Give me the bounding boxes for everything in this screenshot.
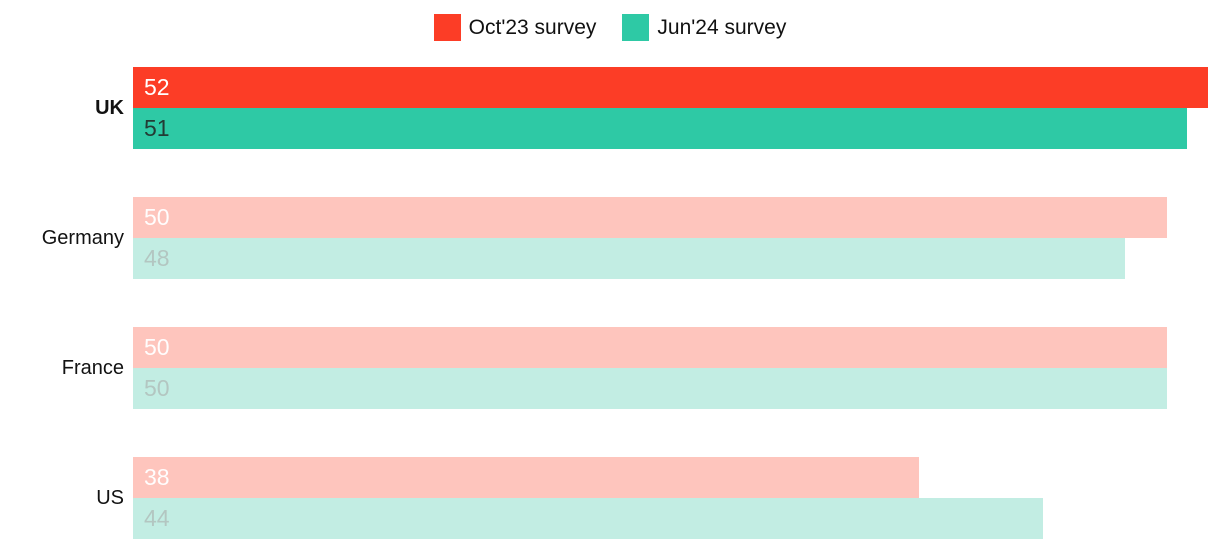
value-label: 50 (144, 334, 170, 360)
bar-uk-series-1: 51 (133, 108, 1187, 149)
bar-uk-series-0: 52 (133, 67, 1208, 108)
value-label: 48 (144, 245, 170, 271)
bar-us-series-1: 44 (133, 498, 1043, 539)
bar-group-us: 38 44 (133, 457, 1220, 539)
bar-germany-series-1: 48 (133, 238, 1125, 279)
chart-row-uk: UK 52 51 (0, 67, 1220, 149)
value-label: 51 (144, 115, 170, 141)
value-label: 50 (144, 204, 170, 230)
value-label: 50 (144, 375, 170, 401)
chart-row-france: France 50 50 (0, 327, 1220, 409)
chart-rows: UK 52 51 Germany 50 48 France 50 50 US 38 44 (0, 67, 1220, 539)
legend-label-oct23: Oct'23 survey (468, 15, 597, 39)
bar-group-uk: 52 51 (133, 67, 1220, 149)
bar-france-series-0: 50 (133, 327, 1167, 368)
legend-label-jun24: Jun'24 survey (657, 15, 787, 39)
value-label: 52 (144, 74, 170, 100)
category-label-germany: Germany (41, 227, 124, 249)
value-label: 44 (144, 505, 170, 531)
value-label: 38 (144, 464, 170, 490)
category-label-us: US (96, 487, 124, 509)
bar-group-france: 50 50 (133, 327, 1220, 409)
legend-swatch-jun24-icon (622, 14, 650, 41)
chart-row-germany: Germany 50 48 (0, 197, 1220, 279)
category-label-france: France (61, 357, 124, 379)
bar-france-series-1: 50 (133, 368, 1167, 409)
bar-group-germany: 50 48 (133, 197, 1220, 279)
legend-item-jun24-survey: Jun'24 survey (622, 14, 786, 41)
bar-us-series-0: 38 (133, 457, 919, 498)
legend-swatch-oct23-icon (433, 14, 461, 41)
bar-germany-series-0: 50 (133, 197, 1167, 238)
chart-row-us: US 38 44 (0, 457, 1220, 539)
category-label-uk: UK (95, 97, 124, 119)
chart-legend: Oct'23 survey Jun'24 survey (0, 0, 1220, 41)
legend-item-oct23-survey: Oct'23 survey (433, 14, 597, 41)
